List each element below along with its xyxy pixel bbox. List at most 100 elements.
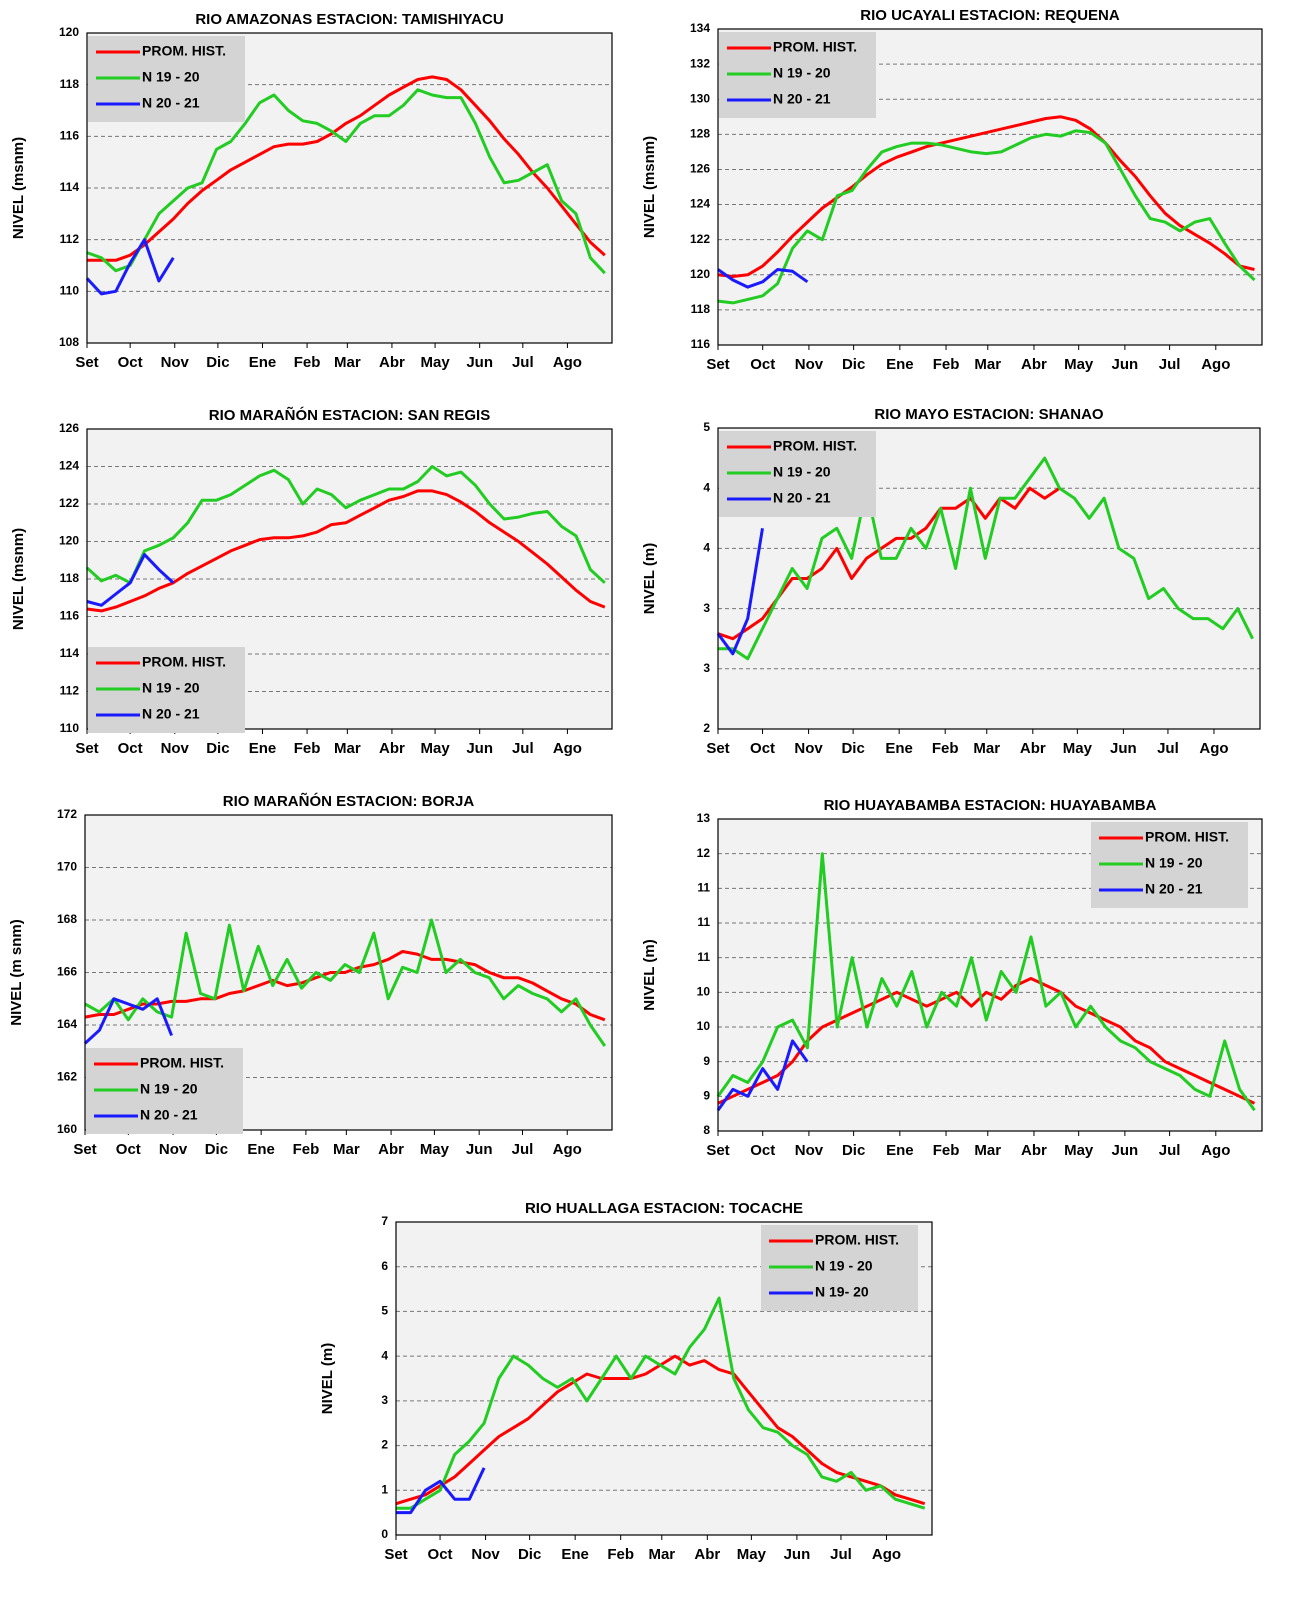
y-tick-label: 3 [703,601,710,615]
x-tick-label: Abr [379,740,405,757]
x-tick-label: Set [706,740,729,757]
y-tick-label: 4 [381,1348,388,1362]
x-tick-label: Mar [333,1141,360,1158]
x-tick-label: Dic [206,354,229,371]
x-tick-label: Abr [694,1546,720,1563]
chart-title: RIO MARAÑÓN ESTACION: SAN REGIS [209,406,490,424]
legend-label: N 20 - 21 [1145,881,1203,897]
x-tick-label: Oct [118,740,143,757]
legend-label: N 20 - 21 [773,490,831,506]
y-tick-label: 9 [703,1054,710,1068]
x-tick-label: Nov [795,1142,824,1159]
x-tick-label: Ene [249,740,277,757]
y-tick-label: 116 [691,337,711,351]
y-tick-label: 120 [59,25,79,39]
chart: RIO MARAÑÓN ESTACION: SAN REGIS NIVEL (ms… [10,406,613,757]
y-tick-label: 124 [690,197,710,211]
chart: RIO HUALLAGA ESTACION: TOCACHE NIVEL (m) 0… [319,1200,933,1563]
y-tick-label: 120 [690,267,710,281]
x-tick-label: Jun [784,1546,811,1563]
x-tick-label: Abr [1021,356,1047,373]
x-tick-label: May [420,354,450,371]
y-tick-label: 112 [60,232,80,246]
chart: RIO UCAYALI ESTACION: REQUENA NIVEL (msnm… [641,7,1263,373]
chart-title: RIO MARAÑÓN ESTACION: BORJA [223,792,475,810]
x-tick-label: Mar [334,354,361,371]
y-tick-label: 110 [60,284,80,298]
y-tick-label: 5 [381,1304,388,1318]
x-tick-label: Dic [842,356,865,373]
plot-border [395,1221,933,1536]
legend-label: PROM. HIST. [140,1055,224,1071]
x-tick-label: Mar [974,356,1001,373]
x-tick-label: Set [73,1141,96,1158]
legend-label: N 20 - 21 [140,1107,198,1123]
plot-border [86,428,613,730]
x-tick-label: May [420,1141,450,1158]
series-line [718,456,1254,661]
x-tick-label: Oct [750,1142,775,1159]
chart-title: RIO MAYO ESTACION: SHANAO [874,406,1104,423]
x-tick-label: May [420,740,450,757]
x-tick-label: Oct [750,356,775,373]
y-tick-label: 110 [60,721,80,735]
y-tick-label: 166 [57,965,77,979]
x-tick-label: Jun [1112,1142,1139,1159]
y-tick-label: 2 [381,1438,388,1452]
y-tick-label: 7 [381,1214,388,1228]
x-tick-label: Dic [518,1546,541,1563]
legend-label: PROM. HIST. [773,39,857,55]
x-tick-label: Ago [872,1546,901,1563]
x-tick-label: Feb [932,740,959,757]
x-tick-label: Jun [466,354,493,371]
x-tick-label: Feb [294,354,321,371]
y-tick-label: 116 [60,129,80,143]
x-tick-label: Ago [1201,1142,1230,1159]
y-tick-label: 168 [57,912,77,926]
y-tick-label: 3 [703,661,710,675]
x-tick-label: Jun [1112,356,1139,373]
y-tick-label: 126 [690,162,710,176]
y-tick-label: 124 [59,459,79,473]
y-tick-label: 11 [697,915,710,929]
y-tick-label: 9 [703,1089,710,1103]
x-tick-label: Set [384,1546,407,1563]
y-tick-label: 10 [697,1019,711,1033]
x-tick-label: Ago [553,1141,582,1158]
chart-title: RIO HUALLAGA ESTACION: TOCACHE [525,1200,803,1217]
series-line [717,115,1255,278]
y-axis-label: NIVEL (m) [641,939,658,1010]
y-tick-label: 162 [57,1070,77,1084]
y-tick-label: 12 [697,846,711,860]
y-tick-label: 164 [57,1017,77,1031]
x-tick-label: Jul [1157,740,1179,757]
series-line [86,553,175,607]
y-tick-label: 11 [697,950,710,964]
x-tick-label: Dic [841,740,864,757]
x-tick-label: Jul [1159,356,1181,373]
x-tick-label: Jul [512,1141,534,1158]
legend-label: N 19 - 20 [773,65,831,81]
x-tick-label: Feb [294,740,321,757]
x-tick-label: Nov [159,1141,188,1158]
x-tick-label: Nov [794,740,823,757]
x-tick-label: Ago [1201,356,1230,373]
legend-label: PROM. HIST. [1145,829,1229,845]
x-tick-label: Feb [293,1141,320,1158]
y-tick-label: 128 [690,127,710,141]
y-tick-label: 10 [697,985,711,999]
y-axis-label: NIVEL (msnm) [10,528,27,630]
chart: RIO MAYO ESTACION: SHANAO NIVEL (m) 2 3 3 4 4 5… [641,406,1261,757]
x-tick-label: Jun [1110,740,1137,757]
x-tick-label: Feb [607,1546,634,1563]
chart-title: RIO AMAZONAS ESTACION: TAMISHIYACU [195,11,503,28]
y-tick-label: 13 [697,811,711,825]
y-axis-label: NIVEL (m snm) [8,919,25,1025]
legend-label: PROM. HIST. [142,654,226,670]
y-tick-label: 4 [703,480,710,494]
x-tick-label: Ene [249,354,277,371]
legend-label: N 20 - 21 [773,91,831,107]
x-tick-label: Feb [933,1142,960,1159]
y-tick-label: 130 [690,91,710,105]
